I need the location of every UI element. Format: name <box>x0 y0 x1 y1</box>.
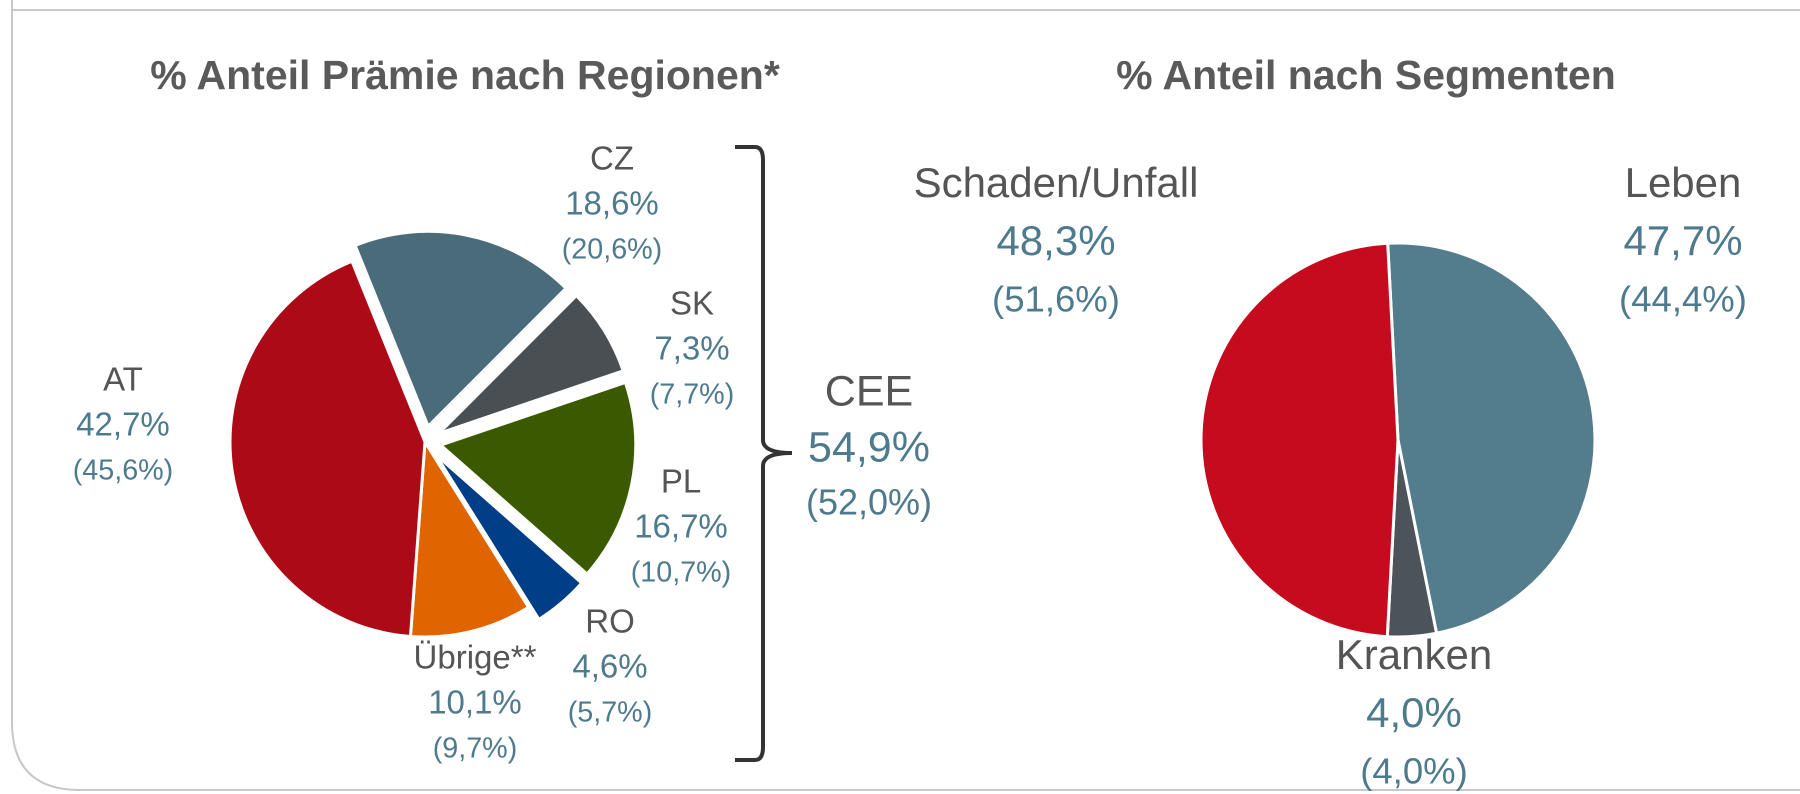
group-value: 54,9% <box>808 423 930 471</box>
pie-slice <box>228 259 427 639</box>
pie-slice <box>353 229 569 429</box>
slice-previous: (4,0%) <box>1360 751 1468 792</box>
slice-previous: (9,7%) <box>433 733 518 765</box>
pie-slice <box>408 437 531 639</box>
slice-previous: (10,7%) <box>631 557 732 589</box>
slice-name: PL <box>661 463 701 500</box>
group-name: CEE <box>825 367 913 415</box>
slice-name: AT <box>103 361 143 398</box>
pie-slice <box>434 453 584 622</box>
slice-previous: (45,6%) <box>73 455 174 487</box>
slice-name: CZ <box>590 140 634 177</box>
chart-title: % Anteil Prämie nach Regionen* <box>150 52 780 98</box>
slice-previous: (44,4%) <box>1619 279 1747 320</box>
slice-previous: (20,6%) <box>562 234 663 266</box>
slice-name: Schaden/Unfall <box>914 159 1199 206</box>
slice-name: RO <box>585 603 635 640</box>
chart-title: % Anteil nach Segmenten <box>1116 52 1616 98</box>
slice-name: Leben <box>1625 159 1742 206</box>
group-previous: (52,0%) <box>806 482 932 523</box>
frame <box>11 0 1800 791</box>
slice-name: Kranken <box>1336 631 1492 678</box>
pie-slice <box>1386 241 1597 635</box>
bracket <box>735 145 793 762</box>
slice-previous: (51,6%) <box>992 279 1120 320</box>
slice-value: 47,7% <box>1623 217 1742 264</box>
pie-slice <box>437 293 626 435</box>
slice-value: 4,0% <box>1366 689 1462 736</box>
slice-value: 48,3% <box>996 217 1115 264</box>
slice-value: 4,6% <box>572 648 647 685</box>
pie-slice <box>437 380 638 577</box>
slice-previous: (7,7%) <box>650 379 735 411</box>
slice-value: 7,3% <box>654 330 729 367</box>
slice-value: 16,7% <box>634 508 728 545</box>
slice-name: Übrige** <box>414 639 537 676</box>
slice-previous: (5,7%) <box>568 697 653 729</box>
slice-name: SK <box>670 285 714 322</box>
slice-value: 10,1% <box>428 684 522 721</box>
slice-value: 42,7% <box>76 406 170 443</box>
pie-slice <box>1199 241 1400 639</box>
slice-value: 18,6% <box>565 185 659 222</box>
